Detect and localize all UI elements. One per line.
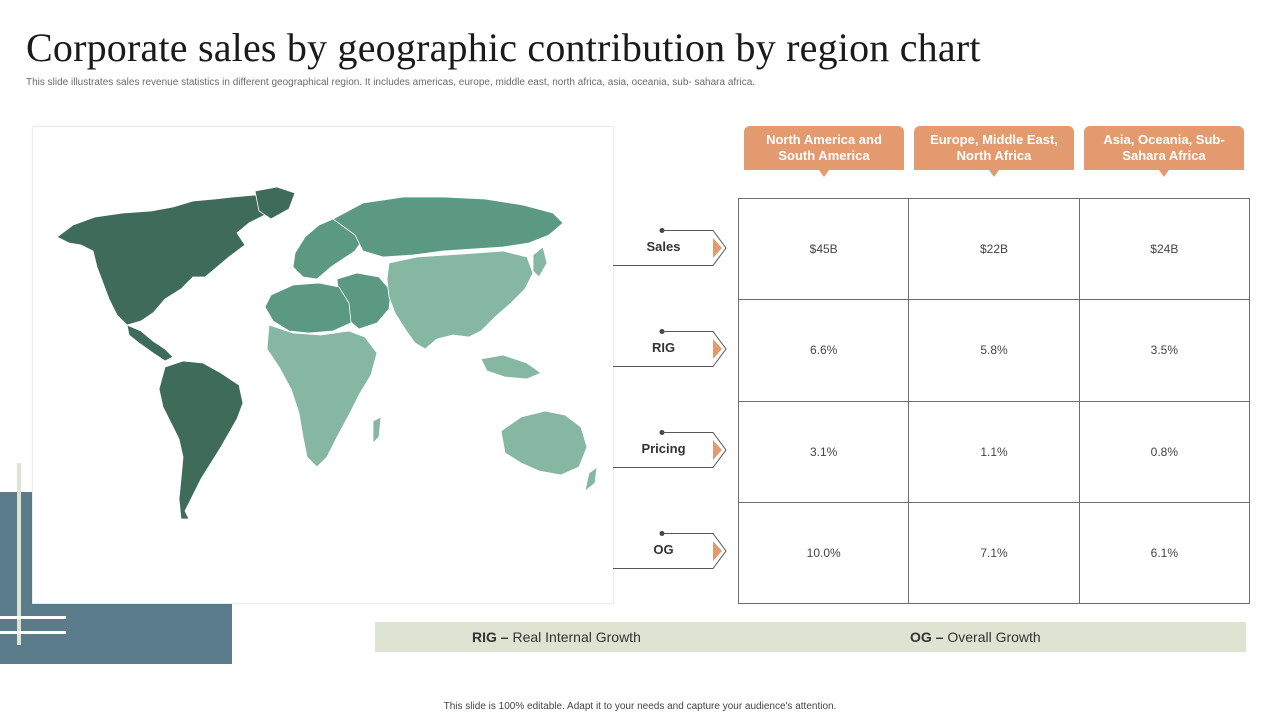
table-cell: 1.1%	[909, 401, 1080, 503]
row-arrow-icon	[613, 329, 727, 367]
world-map	[56, 186, 598, 520]
world-map-panel	[32, 126, 614, 604]
column-header-label: Asia, Oceania, Sub-Sahara Africa	[1103, 132, 1225, 163]
table-cell: $22B	[909, 199, 1080, 301]
region-south-america	[158, 360, 244, 520]
footer-note: This slide is 100% editable. Adapt it to…	[443, 701, 837, 712]
table-cell: 3.1%	[739, 401, 910, 503]
region-asia	[386, 250, 534, 350]
legend-text: Overall Growth	[943, 629, 1041, 645]
row-label-text: RIG	[651, 340, 676, 355]
region-new-zealand	[584, 466, 598, 493]
decorative-vertical-line	[17, 463, 21, 645]
table-cell: 7.1%	[909, 502, 1080, 604]
table-cell: 3.5%	[1079, 300, 1250, 402]
region-madagascar	[372, 416, 382, 444]
pointer-icon	[819, 170, 829, 177]
region-north-africa	[264, 282, 352, 334]
column-header-label: Europe, Middle East, North Africa	[930, 132, 1058, 163]
column-header-apac-africa: Asia, Oceania, Sub-Sahara Africa	[1084, 126, 1244, 177]
region-central-america	[126, 324, 174, 362]
column-header-label: North America and South America	[766, 132, 882, 163]
row-label-text: Pricing	[641, 441, 686, 456]
legend-text: Real Internal Growth	[508, 629, 641, 645]
table-cell: 5.8%	[909, 300, 1080, 402]
table-cell: $24B	[1079, 199, 1250, 301]
row-label-text: Sales	[646, 239, 681, 254]
row-arrow-icon	[613, 430, 727, 468]
column-header-emena: Europe, Middle East, North Africa	[914, 126, 1074, 177]
region-sub-saharan-africa	[266, 324, 378, 468]
pointer-icon	[989, 170, 999, 177]
column-header-americas: North America and South America	[744, 126, 904, 177]
row-arrow-icon	[613, 228, 727, 266]
row-label-pricing: Pricing	[612, 430, 727, 470]
legend-item-rig: RIG – Real Internal Growth	[472, 629, 641, 645]
region-north-america	[56, 194, 274, 326]
slide-title: Corporate sales by geographic contributi…	[26, 25, 981, 70]
legend-abbr: OG –	[910, 629, 944, 645]
table-cell: 10.0%	[739, 502, 910, 604]
legend-abbr: RIG –	[472, 629, 509, 645]
pointer-icon	[1159, 170, 1169, 177]
region-southeast-asia	[480, 354, 542, 380]
decorative-horizontal-line	[0, 616, 66, 619]
region-japan	[532, 246, 548, 278]
table-cell: 0.8%	[1079, 401, 1250, 503]
region-australia	[500, 410, 588, 476]
row-arrow-icon	[613, 531, 727, 569]
table-cell: 6.1%	[1079, 502, 1250, 604]
row-label-rig: RIG	[612, 329, 727, 369]
decorative-horizontal-line	[0, 631, 66, 634]
row-label-og: OG	[612, 531, 727, 571]
legend-item-og: OG – Overall Growth	[910, 629, 1041, 645]
region-russia	[332, 196, 564, 258]
table-cell: $45B	[739, 199, 910, 301]
region-europe	[292, 218, 364, 280]
region-greenland	[254, 186, 296, 220]
data-table: $45B $22B $24B 6.6% 5.8% 3.5% 3.1% 1.1% …	[738, 198, 1250, 604]
legend-bar: RIG – Real Internal Growth OG – Overall …	[375, 622, 1246, 652]
row-label-text: OG	[653, 542, 674, 557]
slide-subtitle: This slide illustrates sales revenue sta…	[26, 77, 756, 88]
table-cell: 6.6%	[739, 300, 910, 402]
row-label-sales: Sales	[612, 228, 727, 268]
